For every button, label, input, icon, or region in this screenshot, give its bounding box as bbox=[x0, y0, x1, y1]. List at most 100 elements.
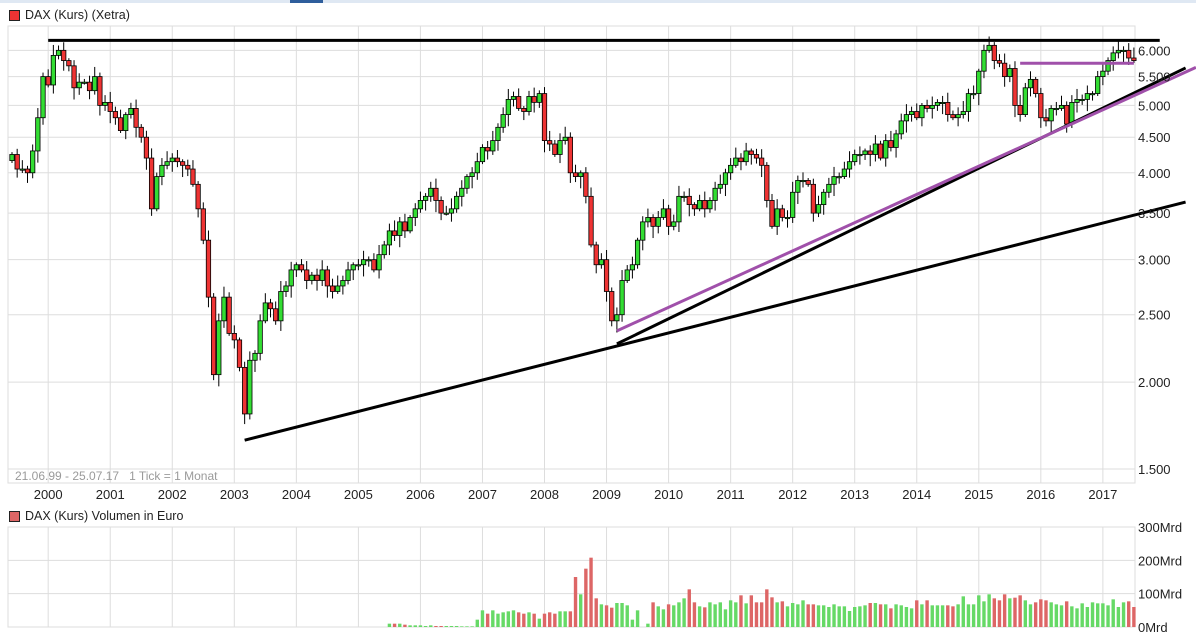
candle bbox=[231, 325, 237, 349]
candle-body bbox=[164, 161, 170, 166]
volume-bar bbox=[470, 626, 474, 627]
volume-bar bbox=[775, 602, 779, 627]
candle-body bbox=[903, 114, 910, 122]
candle bbox=[929, 96, 935, 119]
volume-bar bbox=[878, 604, 883, 627]
candle bbox=[598, 253, 604, 269]
candle bbox=[495, 123, 501, 151]
candle-body bbox=[971, 93, 977, 96]
candle-body bbox=[857, 154, 863, 157]
candle-body bbox=[128, 108, 134, 115]
candle-body bbox=[665, 208, 672, 227]
active-tab-indicator[interactable] bbox=[290, 0, 323, 3]
candle bbox=[686, 188, 692, 217]
candle-body bbox=[769, 200, 775, 227]
volume-bar bbox=[1044, 600, 1048, 627]
volume-bar bbox=[842, 606, 847, 627]
candle bbox=[707, 197, 713, 213]
candle bbox=[205, 230, 212, 308]
candle-body bbox=[495, 126, 501, 141]
candle-body bbox=[640, 221, 646, 241]
candle bbox=[1027, 71, 1034, 97]
price-tick-label: 2.500 bbox=[1138, 308, 1171, 323]
volume-chart-title: DAX (Kurs) Volumen in Euro bbox=[25, 509, 184, 523]
candle-body bbox=[795, 180, 801, 193]
volume-tick-label: 100Mrd bbox=[1138, 587, 1182, 602]
candle bbox=[1002, 53, 1008, 87]
candle bbox=[381, 240, 387, 259]
candle-body bbox=[841, 168, 847, 177]
candle-body bbox=[288, 269, 294, 287]
volume-bar bbox=[496, 613, 500, 627]
candle bbox=[919, 102, 925, 127]
volume-bar bbox=[930, 605, 934, 627]
volume-bar bbox=[408, 625, 412, 627]
candle-body bbox=[934, 101, 941, 106]
candle bbox=[24, 165, 31, 183]
volume-bar bbox=[687, 589, 691, 627]
candle-body bbox=[567, 136, 573, 174]
volume-bar bbox=[398, 623, 402, 627]
volume-bar bbox=[1070, 606, 1074, 627]
volume-bar bbox=[884, 604, 888, 627]
candle bbox=[588, 187, 594, 248]
volume-bar bbox=[1127, 601, 1131, 627]
candle bbox=[852, 149, 858, 166]
year-tick-label: 2001 bbox=[96, 487, 125, 502]
candle-body bbox=[722, 172, 729, 185]
candle-body bbox=[1115, 49, 1121, 54]
candle bbox=[1105, 57, 1111, 76]
candle-body bbox=[61, 49, 67, 61]
candle-body bbox=[211, 296, 217, 376]
candle bbox=[123, 112, 129, 140]
candle bbox=[996, 54, 1003, 68]
candle-body bbox=[862, 150, 868, 155]
candle bbox=[71, 60, 77, 100]
candle-body bbox=[981, 49, 987, 72]
price-chart-legend: DAX (Kurs) (Xetra) bbox=[9, 8, 130, 22]
candle-body bbox=[681, 195, 687, 198]
candle bbox=[102, 95, 108, 111]
candle-body bbox=[1048, 108, 1054, 122]
candle-body bbox=[293, 264, 299, 271]
candle-body bbox=[107, 101, 113, 112]
candle-body bbox=[609, 291, 615, 322]
candle bbox=[288, 261, 294, 298]
candle bbox=[148, 148, 155, 216]
volume-bar bbox=[454, 626, 459, 627]
candle bbox=[267, 298, 274, 318]
volume-bar bbox=[858, 606, 862, 627]
candle bbox=[350, 262, 356, 281]
candle-body bbox=[790, 191, 796, 218]
candle-body bbox=[448, 208, 455, 214]
candle bbox=[1115, 40, 1121, 59]
candle-body bbox=[634, 239, 641, 266]
candle bbox=[402, 213, 408, 238]
volume-bar bbox=[765, 589, 769, 627]
candle bbox=[485, 140, 491, 160]
candle-body bbox=[97, 76, 103, 106]
candle-body bbox=[92, 76, 98, 92]
candle bbox=[490, 130, 496, 155]
volume-bar bbox=[501, 612, 505, 627]
volume-bar bbox=[553, 613, 557, 627]
candle-body bbox=[800, 180, 806, 183]
candle-body bbox=[728, 164, 734, 174]
candle-body bbox=[505, 99, 511, 115]
candle bbox=[516, 88, 522, 111]
candle bbox=[355, 259, 361, 271]
volume-bar bbox=[951, 606, 955, 627]
volume-bar bbox=[739, 595, 743, 627]
candle bbox=[143, 130, 150, 170]
candle bbox=[536, 90, 542, 108]
candle bbox=[257, 314, 263, 361]
volume-bar bbox=[956, 604, 960, 627]
candle bbox=[981, 44, 987, 79]
candle bbox=[40, 72, 46, 125]
candle bbox=[371, 253, 377, 273]
candle-body bbox=[123, 114, 129, 131]
volume-bar bbox=[832, 604, 836, 627]
price-tick-label: 5.500 bbox=[1138, 70, 1171, 85]
candle bbox=[216, 313, 222, 387]
candle-body bbox=[660, 208, 667, 218]
